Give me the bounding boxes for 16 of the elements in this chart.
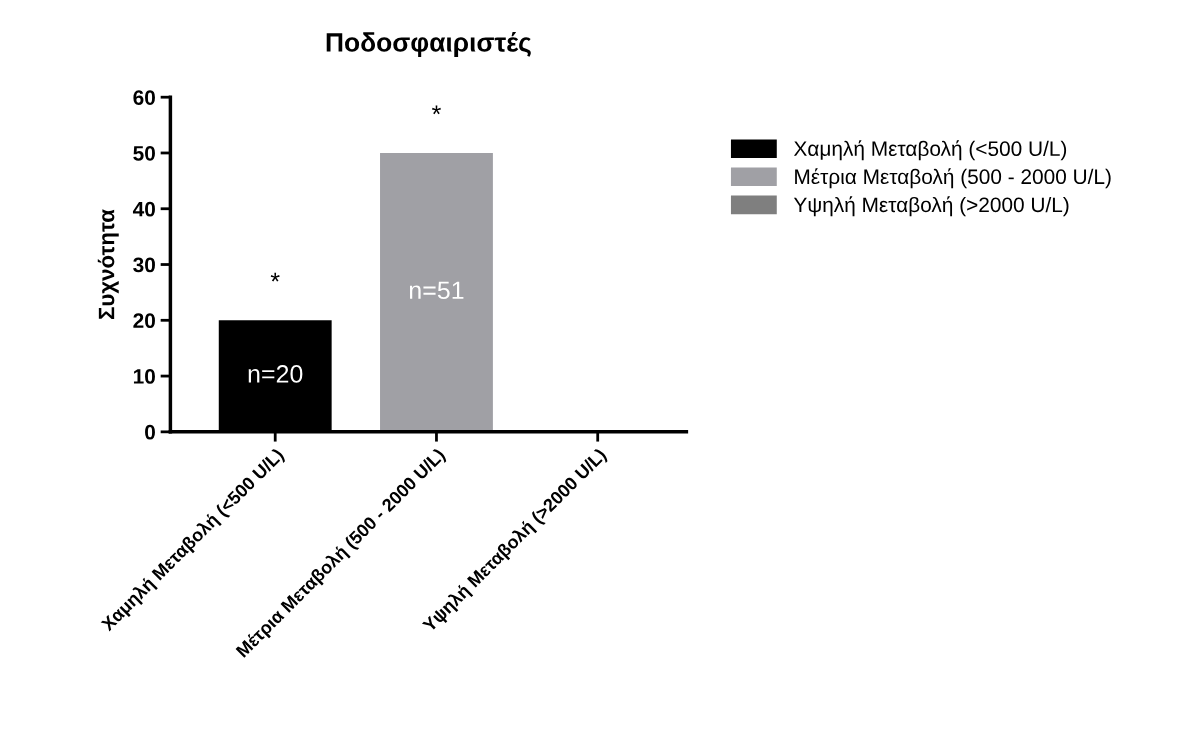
y-tick-label: 0	[145, 424, 155, 440]
annotation: *	[270, 272, 280, 282]
legend-label: Χαμηλή Μεταβολή (<500 U/L)	[793, 140, 1067, 161]
y-tick-label: 50	[133, 145, 155, 161]
legend-label: Υψηλή Μεταβολή (>2000 U/L)	[793, 196, 1069, 217]
annotation: *	[432, 105, 441, 115]
chart-title: Ποδοσφαιριστές	[326, 32, 531, 57]
legend-label: Μέτρια Μεταβολή (500 - 2000 U/L)	[795, 168, 1111, 189]
y-axis-title: Συχνότητα	[97, 209, 119, 319]
y-tick-label: 60	[133, 90, 155, 105]
annotation: n=20	[248, 365, 303, 383]
y-tick-label: 10	[133, 369, 155, 384]
annotation: n=51	[409, 281, 464, 300]
y-tick-label: 20	[133, 313, 155, 329]
y-tick-label: 30	[133, 257, 155, 273]
y-tick-label: 40	[132, 201, 155, 217]
